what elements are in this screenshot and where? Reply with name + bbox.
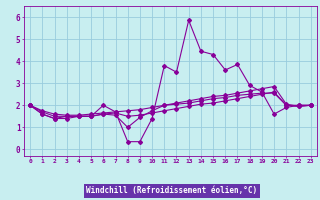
Text: Windchill (Refroidissement éolien,°C): Windchill (Refroidissement éolien,°C) [86,186,257,196]
